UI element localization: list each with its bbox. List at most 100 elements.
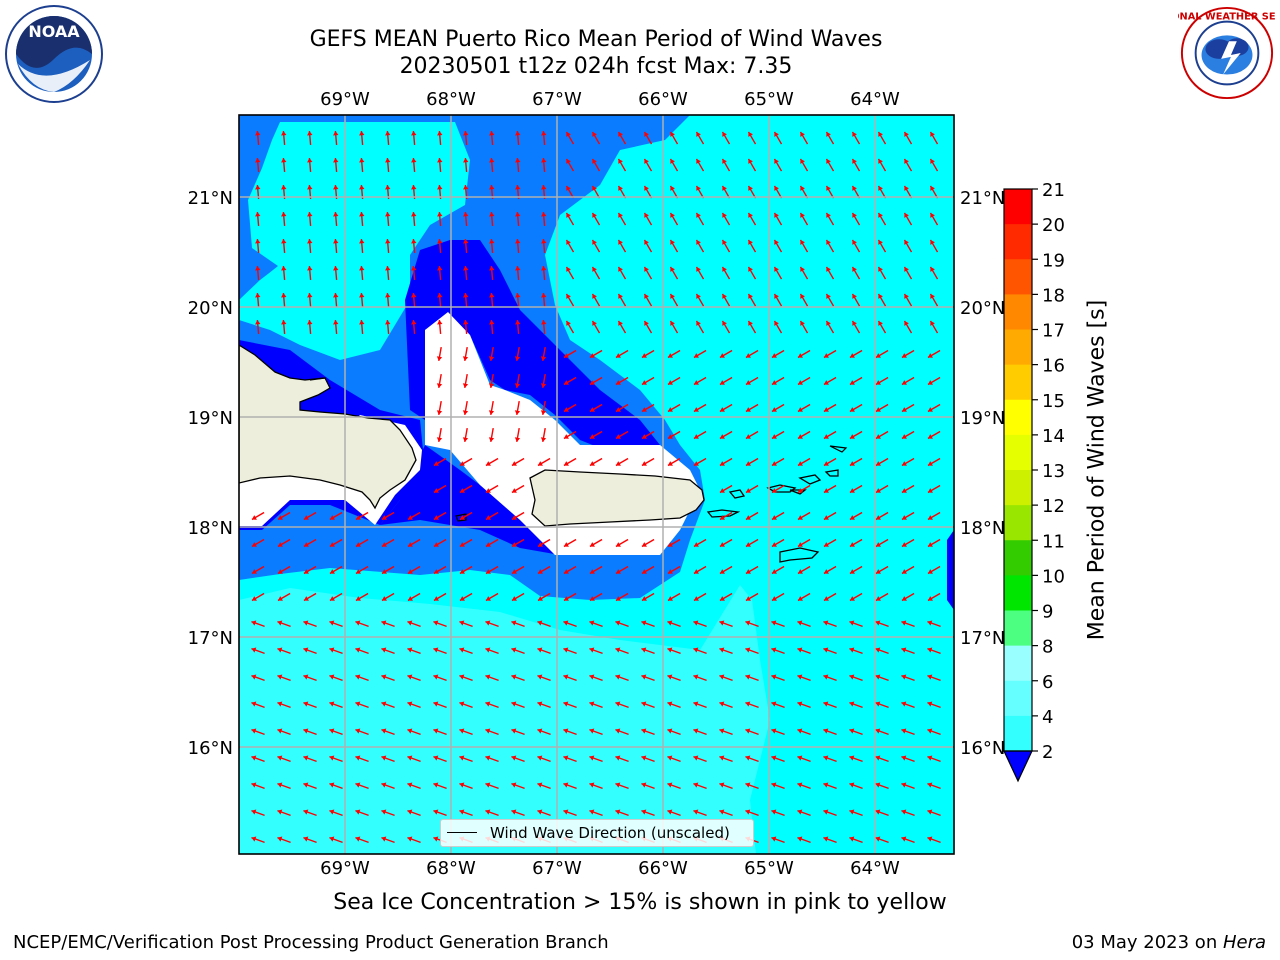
- wind-arrow: [875, 349, 889, 359]
- wind-arrow: [849, 809, 863, 817]
- wind-arrow: [515, 238, 521, 254]
- wind-arrow: [485, 728, 499, 736]
- wind-arrow: [307, 157, 313, 173]
- wind-arrow: [823, 674, 837, 682]
- wind-arrow: [251, 701, 265, 709]
- wind-arrow: [303, 511, 317, 521]
- field-lt2-b: [405, 240, 660, 450]
- wind-arrow: [875, 836, 889, 844]
- wind-arrow: [462, 373, 469, 389]
- wind-arrow: [617, 293, 627, 307]
- wind-arrow: [407, 674, 421, 682]
- wind-arrow: [433, 538, 447, 548]
- wind-arrow: [433, 674, 447, 682]
- wind-arrow: [333, 211, 339, 227]
- land-puerto-rico: [529, 469, 705, 527]
- wind-arrow: [771, 403, 785, 413]
- lon-tick-label: 64°W: [850, 89, 900, 110]
- wind-arrow: [617, 131, 627, 145]
- wind-arrow: [485, 674, 499, 682]
- wind-arrow: [643, 212, 653, 226]
- wind-arrow: [823, 836, 837, 844]
- wind-arrow: [485, 484, 499, 494]
- wind-arrow: [641, 647, 655, 655]
- wind-arrow: [771, 647, 785, 655]
- wind-arrow: [589, 728, 603, 736]
- wind-arrow: [407, 782, 421, 790]
- wind-arrow: [281, 319, 287, 335]
- wind-arrow: [745, 511, 759, 521]
- wind-arrow: [927, 620, 941, 628]
- wind-arrow: [719, 349, 733, 359]
- colorbar-tick-label: 16: [1042, 356, 1065, 377]
- field-lt2-d: [947, 530, 954, 610]
- colorbar: 2 4 6 8 9 10 11 12 13 14 15 16 17 18 19 20 21: [1003, 180, 1065, 783]
- wind-arrow: [255, 319, 261, 335]
- wind-arrow: [485, 620, 499, 628]
- wind-arrow: [355, 755, 369, 763]
- wind-arrow: [797, 836, 811, 844]
- wind-arrow: [927, 565, 941, 575]
- wind-arrow: [411, 157, 417, 173]
- wind-arrow: [875, 403, 889, 413]
- wind-arrow: [797, 701, 811, 709]
- wind-arrow: [929, 293, 939, 307]
- lon-tick-label: 65°W: [744, 89, 794, 110]
- wind-arrow: [307, 319, 313, 335]
- wind-arrow: [773, 158, 783, 172]
- nws-logo: NATIONAL WEATHER SERVICE: [1178, 6, 1276, 100]
- wind-arrow: [901, 565, 915, 575]
- wind-arrow: [851, 320, 861, 334]
- wind-arrow: [745, 620, 759, 628]
- wind-arrow: [514, 427, 521, 443]
- colorbar-segment: [1004, 575, 1032, 611]
- wind-arrow: [459, 647, 473, 655]
- wind-arrow: [433, 728, 447, 736]
- wind-arrow: [927, 376, 941, 386]
- wind-arrow: [589, 782, 603, 790]
- wind-arrow: [875, 782, 889, 790]
- wind-arrow: [537, 728, 551, 736]
- wind-arrow: [277, 565, 291, 575]
- land-hispaniola-north: [309, 377, 326, 381]
- wind-arrow: [359, 292, 365, 308]
- wind-arrow: [927, 809, 941, 817]
- wind-arrow: [385, 292, 391, 308]
- wind-arrow: [437, 265, 443, 281]
- wind-arrow: [929, 131, 939, 145]
- wind-arrow: [643, 131, 653, 145]
- footer-date: 03 May 2023 on Hera: [1072, 932, 1266, 953]
- wind-arrow: [589, 647, 603, 655]
- wind-arrow: [745, 349, 759, 359]
- wind-arrow: [563, 538, 577, 548]
- wind-arrow: [927, 484, 941, 494]
- chart-subtitle: 20230501 t12z 024h fcst Max: 7.35: [399, 54, 793, 79]
- wind-arrow: [589, 538, 603, 548]
- wind-arrow: [747, 320, 757, 334]
- wind-arrow: [747, 185, 757, 199]
- wind-arrow: [303, 538, 317, 548]
- wind-arrow: [719, 755, 733, 763]
- wind-arrow: [747, 293, 757, 307]
- wind-arrow: [669, 212, 679, 226]
- wind-arrow: [877, 320, 887, 334]
- wind-arrow: [797, 538, 811, 548]
- wind-arrow: [515, 211, 521, 227]
- wind-arrow: [771, 620, 785, 628]
- wind-arrow: [385, 265, 391, 281]
- wind-arrow: [719, 592, 733, 602]
- wind-arrow: [641, 565, 655, 575]
- wind-arrow: [303, 728, 317, 736]
- wind-arrow: [773, 293, 783, 307]
- wind-arrow: [437, 238, 443, 254]
- colorbar-tick-label: 15: [1042, 391, 1065, 412]
- wind-arrow: [771, 836, 785, 844]
- wind-arrow: [851, 158, 861, 172]
- wind-arrow: [307, 238, 313, 254]
- wind-arrow: [719, 782, 733, 790]
- wind-arrow: [436, 346, 443, 362]
- wind-arrow: [489, 157, 495, 173]
- wind-arrow: [901, 755, 915, 763]
- wind-arrow: [615, 349, 629, 359]
- wind-arrow: [771, 592, 785, 602]
